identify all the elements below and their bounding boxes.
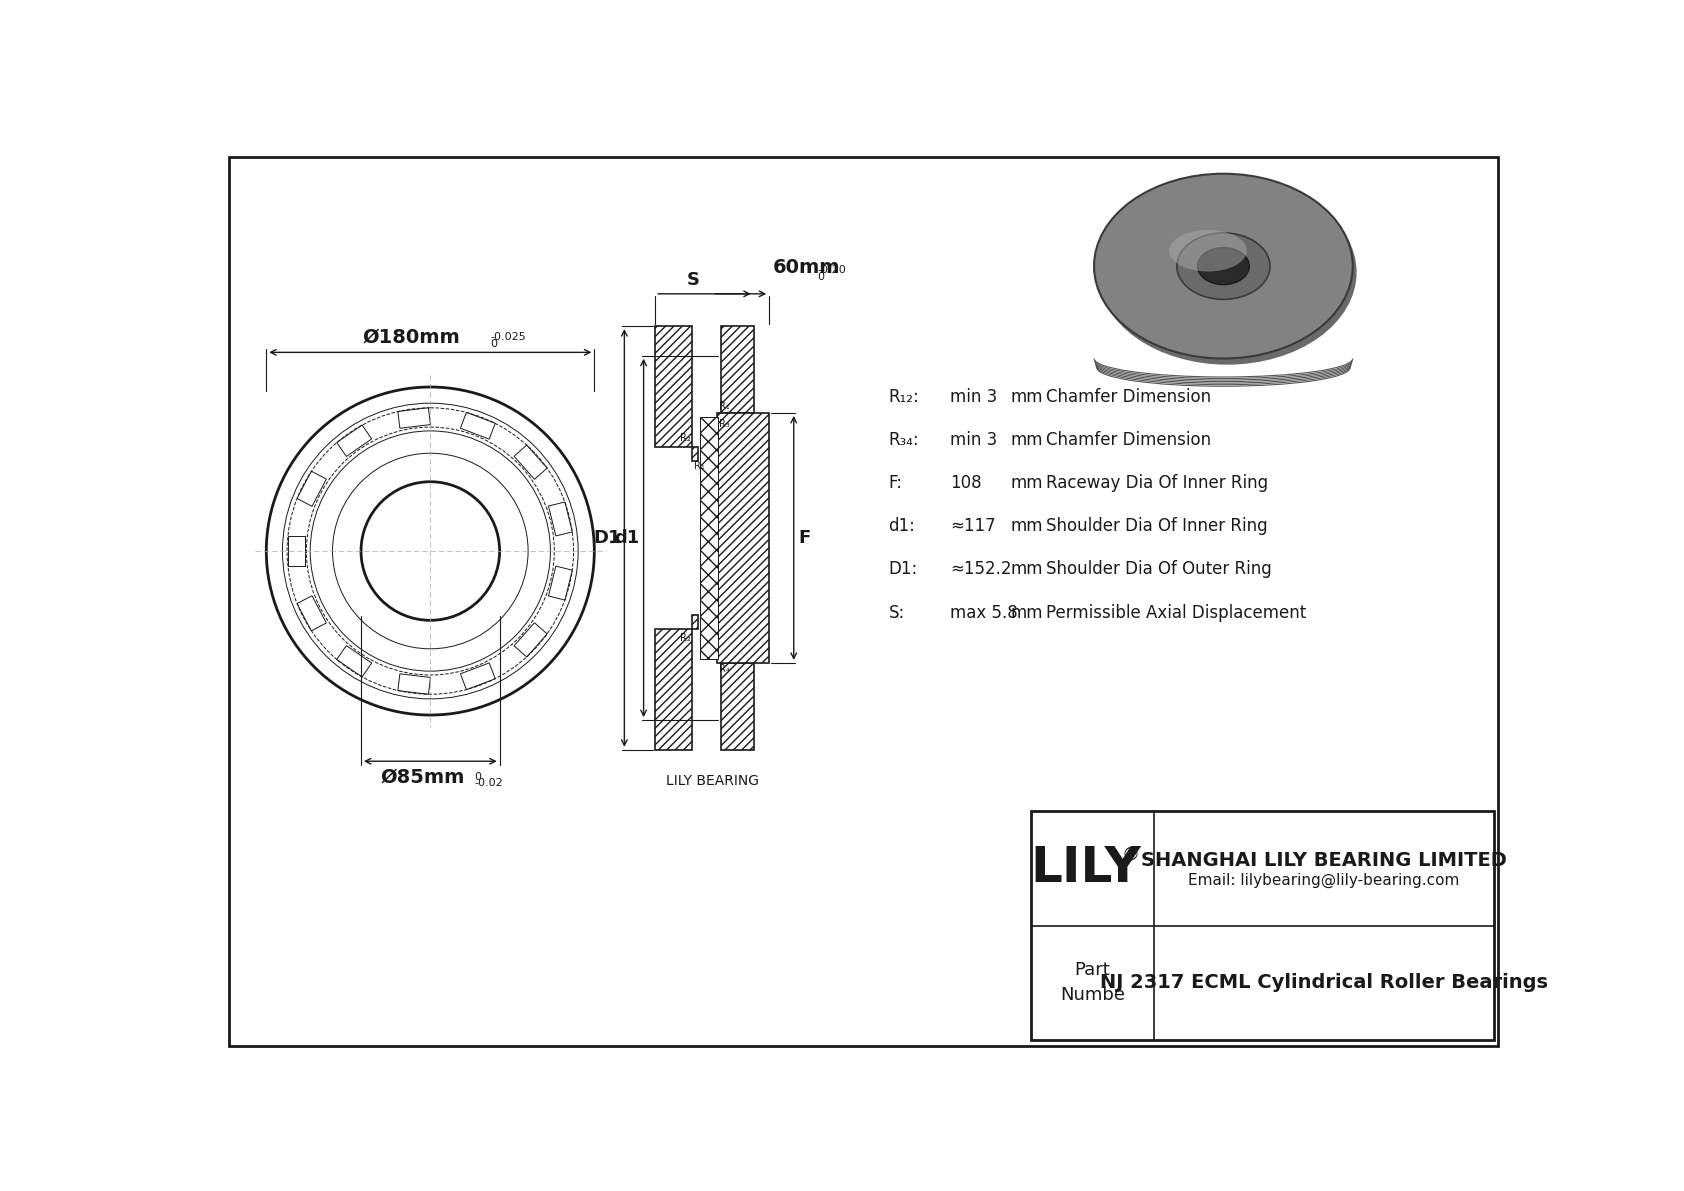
Text: 60mm: 60mm — [773, 258, 840, 276]
Text: mm: mm — [1010, 517, 1042, 536]
Text: -0.025: -0.025 — [490, 332, 525, 342]
Text: Email: lilybearing@lily-bearing.com: Email: lilybearing@lily-bearing.com — [1189, 873, 1460, 888]
Bar — [655, 629, 692, 749]
Text: -0.20: -0.20 — [818, 264, 847, 275]
Text: R₂: R₂ — [680, 632, 690, 643]
Text: R₃: R₃ — [719, 419, 729, 429]
Text: mm: mm — [1010, 604, 1042, 622]
Text: mm: mm — [1010, 561, 1042, 579]
Ellipse shape — [1169, 230, 1246, 272]
Text: Chamfer Dimension: Chamfer Dimension — [1046, 388, 1211, 406]
Bar — [692, 447, 699, 461]
Text: F: F — [798, 529, 810, 547]
Text: Ø180mm: Ø180mm — [362, 328, 460, 347]
Text: -0.02: -0.02 — [475, 778, 504, 788]
Bar — [721, 326, 754, 413]
Text: mm: mm — [1010, 431, 1042, 449]
Text: d1:: d1: — [889, 517, 916, 536]
Text: Ø85mm: Ø85mm — [381, 767, 465, 786]
Text: 108: 108 — [950, 474, 982, 492]
Text: max 5.8: max 5.8 — [950, 604, 1017, 622]
Bar — [701, 417, 719, 659]
Text: LILY: LILY — [1031, 844, 1142, 892]
Text: ®: ® — [1122, 846, 1140, 863]
Text: Raceway Dia Of Inner Ring: Raceway Dia Of Inner Ring — [1046, 474, 1268, 492]
Bar — [692, 615, 699, 629]
Ellipse shape — [1095, 174, 1352, 358]
Text: Permissible Axial Displacement: Permissible Axial Displacement — [1046, 604, 1307, 622]
Text: R₁: R₁ — [694, 461, 706, 472]
Text: Chamfer Dimension: Chamfer Dimension — [1046, 431, 1211, 449]
Text: R₂: R₂ — [680, 434, 690, 443]
Text: Shoulder Dia Of Outer Ring: Shoulder Dia Of Outer Ring — [1046, 561, 1271, 579]
Text: mm: mm — [1010, 388, 1042, 406]
Text: LILY BEARING: LILY BEARING — [665, 774, 758, 788]
Text: 0: 0 — [475, 772, 482, 782]
Text: D1:: D1: — [889, 561, 918, 579]
Bar — [655, 326, 692, 447]
Text: Shoulder Dia Of Inner Ring: Shoulder Dia Of Inner Ring — [1046, 517, 1268, 536]
Text: S:: S: — [889, 604, 904, 622]
Ellipse shape — [1098, 180, 1357, 364]
Text: 0: 0 — [818, 272, 825, 281]
Bar — [721, 663, 754, 749]
Text: 0: 0 — [490, 339, 497, 349]
Text: NJ 2317 ECML Cylindrical Roller Bearings: NJ 2317 ECML Cylindrical Roller Bearings — [1100, 973, 1548, 992]
Text: Part
Numbe: Part Numbe — [1059, 961, 1125, 1004]
Text: d1: d1 — [615, 529, 640, 547]
Ellipse shape — [1177, 233, 1270, 299]
Bar — [1031, 811, 1494, 1040]
Text: ≈117: ≈117 — [950, 517, 995, 536]
Text: D1: D1 — [593, 529, 620, 547]
Text: R₄: R₄ — [719, 665, 729, 674]
Text: mm: mm — [1010, 474, 1042, 492]
Bar — [717, 413, 770, 663]
Text: R₁₂:: R₁₂: — [889, 388, 919, 406]
Text: min 3: min 3 — [950, 388, 997, 406]
Text: min 3: min 3 — [950, 431, 997, 449]
Ellipse shape — [1197, 248, 1250, 285]
Text: ≈152.2: ≈152.2 — [950, 561, 1012, 579]
Text: S: S — [687, 272, 699, 289]
Text: SHANGHAI LILY BEARING LIMITED: SHANGHAI LILY BEARING LIMITED — [1142, 852, 1507, 871]
Text: R₁: R₁ — [719, 400, 729, 411]
Text: F:: F: — [889, 474, 903, 492]
Text: R₃₄:: R₃₄: — [889, 431, 919, 449]
